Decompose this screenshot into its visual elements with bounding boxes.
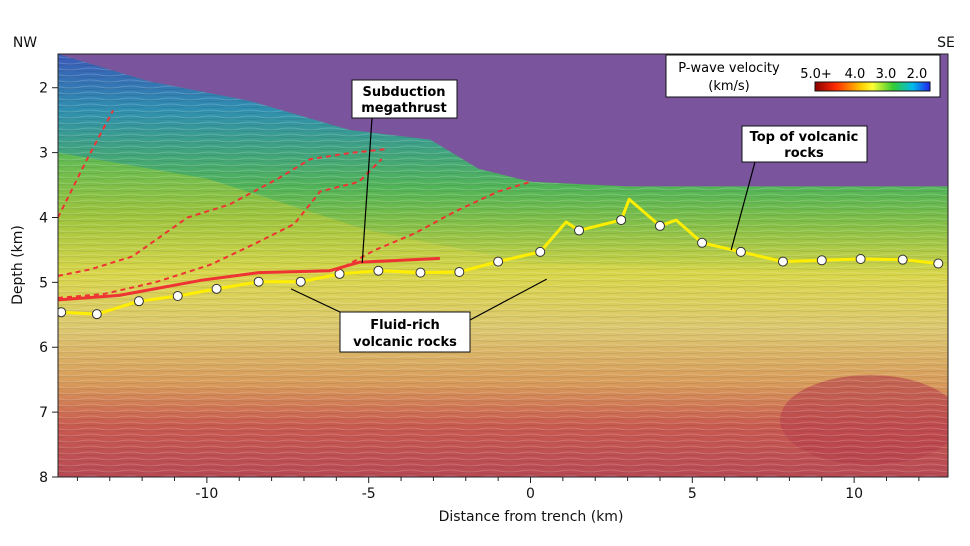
- data-point-marker: [211, 283, 222, 294]
- data-point-marker: [415, 267, 426, 278]
- data-point-marker: [933, 258, 944, 269]
- x-tick-label: 10: [845, 486, 863, 502]
- fault-dashed-line: [58, 158, 383, 299]
- data-point-marker: [535, 246, 546, 257]
- data-point-marker: [697, 237, 708, 248]
- fault-dashed-line: [335, 180, 531, 272]
- nw-label: NW: [13, 35, 37, 51]
- y-tick-label: 3: [39, 146, 48, 162]
- y-tick-label: 2: [39, 81, 48, 97]
- data-point-marker: [897, 254, 908, 265]
- annotation-text: Subduction: [362, 85, 445, 100]
- annotation-leader-line: [730, 161, 756, 251]
- y-tick-label: 4: [39, 210, 48, 226]
- se-label: SE: [937, 35, 955, 51]
- colorbar-title: P-wave velocity: [678, 61, 780, 76]
- annotation-top-volcanic: Top of volcanic rocks: [741, 125, 868, 163]
- y-tick-label: 6: [39, 340, 48, 356]
- data-point-marker: [816, 255, 827, 266]
- subduction-megathrust-line: [58, 256, 440, 302]
- colorbar-tick: 3.0: [876, 67, 897, 82]
- y-axis-title: Depth (km): [10, 225, 26, 305]
- colorbar-tick: 2.0: [907, 67, 928, 82]
- y-tick-label: 7: [39, 405, 48, 421]
- data-point-marker: [616, 215, 627, 226]
- fault-dashed-line: [58, 148, 385, 277]
- y-tick-label: 5: [39, 275, 48, 291]
- data-point-marker: [855, 254, 866, 265]
- annotation-megathrust: Subduction megathrust: [351, 79, 458, 119]
- data-point-marker: [574, 225, 585, 236]
- x-tick-label: 5: [688, 486, 697, 502]
- data-point-marker: [295, 276, 306, 287]
- annotation-fluid-rich: Fluid-rich volcanic rocks: [339, 311, 471, 353]
- data-point-marker: [172, 290, 183, 301]
- annotation-leader-line: [290, 288, 341, 313]
- annotation-text: megathrust: [361, 101, 447, 116]
- annotation-text: Fluid-rich: [370, 318, 440, 333]
- data-point-marker: [735, 246, 746, 257]
- annotation-text: volcanic rocks: [353, 335, 457, 350]
- fault-dashed-line: [58, 109, 114, 218]
- seismic-image: [58, 54, 948, 477]
- data-point-marker: [133, 296, 144, 307]
- annotation-text: Top of volcanic: [750, 130, 859, 145]
- colorbar-tick: 4.0: [845, 67, 866, 82]
- colorbar-gradient: [814, 81, 931, 92]
- x-tick-label: 0: [526, 486, 535, 502]
- y-tick-label: 8: [39, 470, 48, 486]
- annotation-leader-line: [469, 278, 547, 321]
- colorbar-unit: (km/s): [708, 79, 750, 94]
- colorbar-tick: 5.0+: [800, 67, 832, 82]
- x-axis-title: Distance from trench (km): [439, 509, 624, 525]
- data-point-marker: [373, 265, 384, 276]
- data-point-marker: [58, 307, 67, 318]
- annotation-leader-line: [361, 117, 373, 263]
- top-of-volcanic-rocks-line: [61, 197, 939, 316]
- data-point-marker: [454, 266, 465, 277]
- annotation-text: rocks: [784, 146, 824, 161]
- colorbar-legend: P-wave velocity (km/s) 5.0+ 4.0 3.0 2.0: [665, 54, 941, 98]
- x-tick-label: -5: [362, 486, 376, 502]
- data-point-marker: [493, 256, 504, 267]
- x-tick-label: -10: [195, 486, 218, 502]
- data-point-marker: [91, 309, 102, 320]
- data-point-marker: [654, 220, 665, 231]
- data-point-marker: [777, 256, 788, 267]
- data-point-marker: [253, 276, 264, 287]
